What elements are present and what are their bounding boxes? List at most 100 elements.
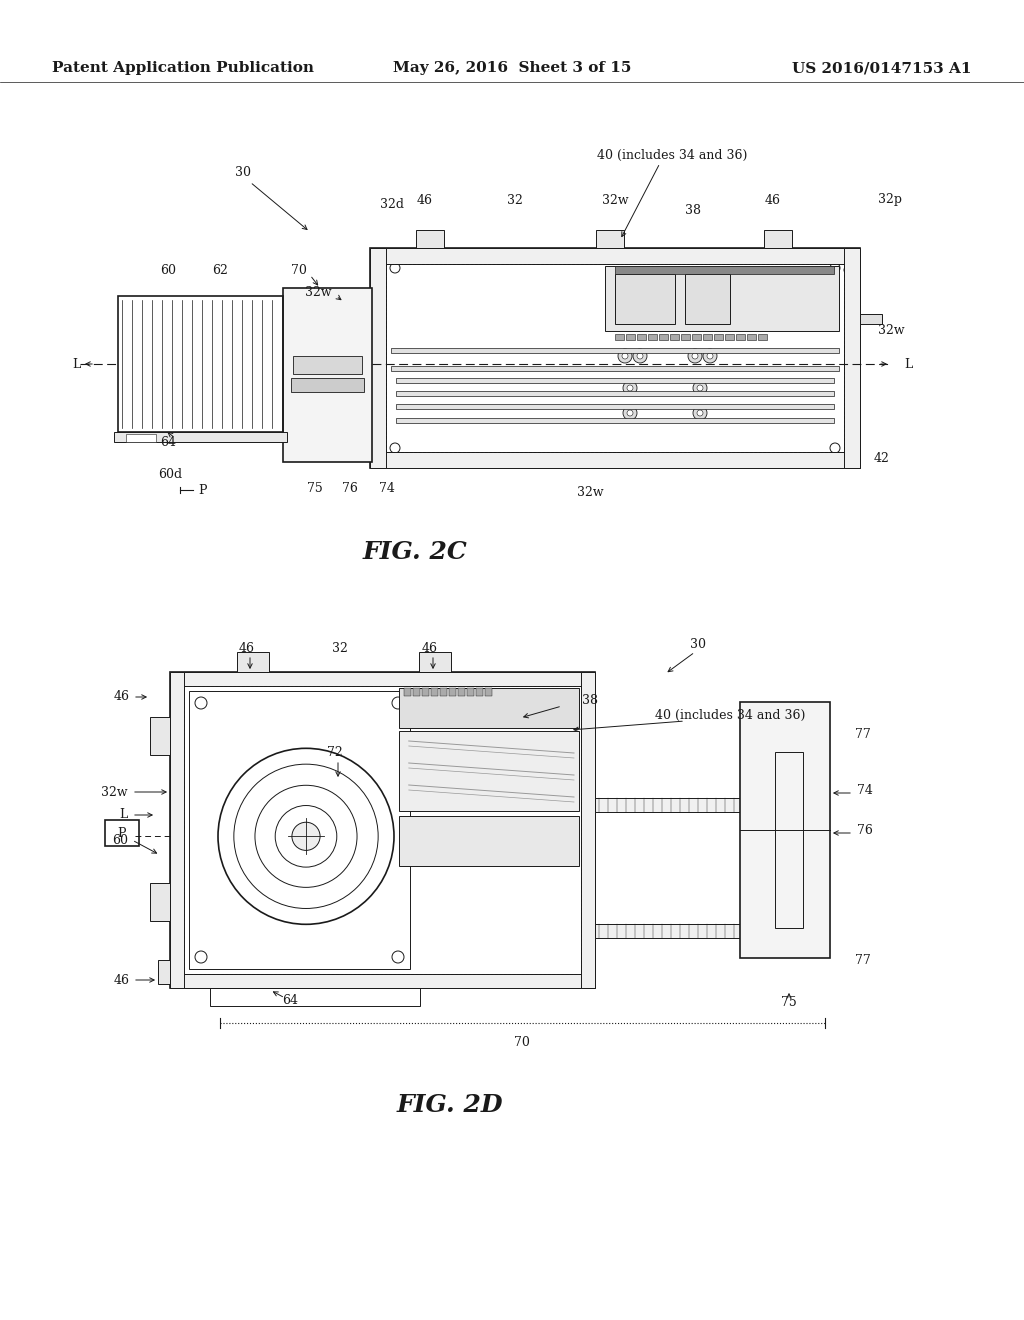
Text: Patent Application Publication: Patent Application Publication [52,61,314,75]
Bar [476,688,482,696]
Text: 76: 76 [342,482,358,495]
Text: 72: 72 [327,746,343,759]
Circle shape [623,381,637,395]
Bar [670,334,679,341]
Text: 40 (includes 34 and 36): 40 (includes 34 and 36) [597,149,748,161]
Circle shape [693,407,707,420]
Circle shape [637,352,643,359]
Bar [158,960,170,983]
Text: 76: 76 [857,824,872,837]
Text: 46: 46 [417,194,433,206]
Bar [150,883,170,921]
Bar [685,275,730,323]
Text: 40 (includes 34 and 36): 40 (includes 34 and 36) [654,709,805,722]
Bar [126,434,156,442]
Bar [398,688,579,729]
Bar [648,334,657,341]
Bar [398,731,579,810]
Text: 62: 62 [212,264,228,276]
Text: 32: 32 [332,642,348,655]
Text: 75: 75 [781,997,797,1010]
Bar [150,717,170,755]
Text: 30: 30 [234,166,251,180]
Text: 46: 46 [765,194,781,206]
Text: 77: 77 [855,953,870,966]
Bar [370,248,386,469]
Bar [396,391,834,396]
Bar [659,334,668,341]
Bar [431,688,437,696]
Bar [422,688,429,696]
Bar [458,688,465,696]
Text: US 2016/0147153 A1: US 2016/0147153 A1 [793,61,972,75]
Text: L: L [120,808,128,821]
Text: 60: 60 [112,833,128,846]
Bar [595,924,820,939]
Bar [396,418,834,422]
Circle shape [618,348,632,363]
Text: 30: 30 [690,639,706,652]
Text: P: P [198,483,207,496]
Text: 32: 32 [507,194,523,206]
Circle shape [693,381,707,395]
Text: FIG. 2C: FIG. 2C [362,540,467,564]
Circle shape [627,385,633,391]
Text: FIG. 2D: FIG. 2D [396,1093,503,1117]
Bar [398,816,579,866]
Bar [184,686,581,974]
Circle shape [688,348,702,363]
Text: 74: 74 [379,482,395,495]
Bar [170,672,595,686]
Bar [626,334,635,341]
Bar [370,248,860,469]
Bar [467,688,474,696]
Circle shape [703,348,717,363]
Text: 75: 75 [307,482,323,495]
Text: 32w: 32w [101,785,128,799]
Bar [703,334,712,341]
Bar [615,267,834,275]
Text: 46: 46 [422,642,438,655]
Bar [615,334,624,341]
Text: 38: 38 [582,693,598,706]
Text: 42: 42 [874,451,890,465]
Text: 46: 46 [239,642,255,655]
Text: 32w: 32w [577,486,603,499]
Bar [484,688,492,696]
Text: 60: 60 [160,264,176,276]
Text: 32w: 32w [878,323,904,337]
Text: P: P [118,826,126,840]
Bar [396,404,834,409]
Text: 38: 38 [685,203,701,216]
Bar [595,797,820,812]
Bar [386,264,844,451]
Text: 46: 46 [114,974,130,986]
Circle shape [292,822,321,850]
Text: 64: 64 [160,437,176,450]
Circle shape [622,352,628,359]
Circle shape [627,411,633,416]
Bar [449,688,456,696]
Bar [396,378,834,383]
Text: L: L [904,358,912,371]
Circle shape [697,411,703,416]
Text: L: L [72,358,80,371]
Bar [413,688,420,696]
Bar [764,230,792,248]
Bar [605,267,839,331]
Bar [291,378,364,392]
Bar [740,702,830,958]
Bar [692,334,701,341]
Circle shape [692,352,698,359]
Text: 32w: 32w [305,285,332,298]
Text: 60d: 60d [158,469,182,482]
Circle shape [697,385,703,391]
Text: 70: 70 [291,264,307,276]
Bar [419,652,451,672]
Bar [439,688,446,696]
Bar [596,230,624,248]
Bar [391,348,839,352]
Text: 32w: 32w [602,194,629,206]
Bar [114,432,287,442]
Bar [615,275,675,323]
